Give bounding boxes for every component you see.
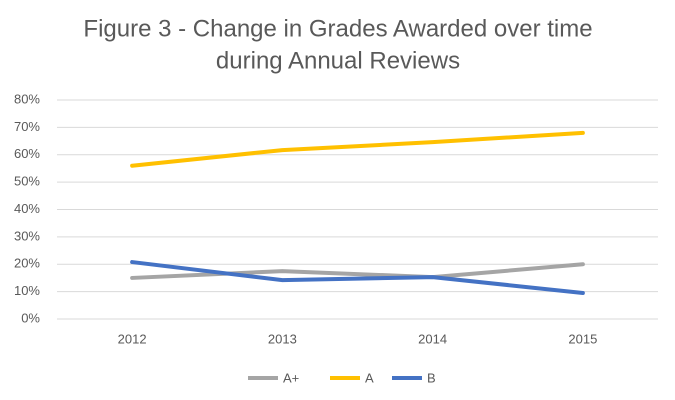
y-tick-label: 20% — [14, 256, 40, 271]
y-tick-label: 30% — [14, 228, 40, 243]
y-tick-label: 10% — [14, 283, 40, 298]
x-tick-label: 2014 — [418, 331, 447, 346]
chart-title: during Annual Reviews — [216, 47, 460, 74]
chart-title: Figure 3 - Change in Grades Awarded over… — [83, 15, 592, 42]
x-tick-label: 2015 — [568, 331, 597, 346]
x-tick-label: 2013 — [268, 331, 297, 346]
legend-label: A+ — [283, 370, 299, 385]
y-tick-label: 0% — [21, 310, 40, 325]
y-tick-label: 70% — [14, 119, 40, 134]
series-line — [130, 130, 585, 168]
x-tick-label: 2012 — [118, 331, 147, 346]
y-tick-label: 80% — [14, 91, 40, 106]
legend-label: A — [365, 370, 374, 385]
series-line — [130, 262, 585, 280]
series-line — [130, 260, 585, 295]
legend-label: B — [427, 370, 436, 385]
y-tick-label: 40% — [14, 201, 40, 216]
y-tick-label: 60% — [14, 146, 40, 161]
y-tick-label: 50% — [14, 174, 40, 189]
